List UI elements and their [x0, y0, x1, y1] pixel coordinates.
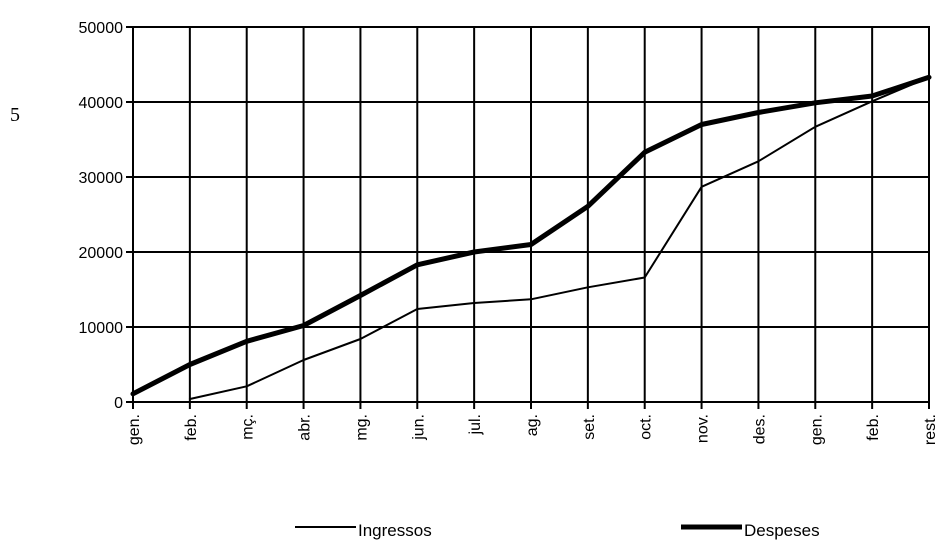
x-tick-label: des. [751, 414, 768, 444]
x-tick-label: gen. [808, 414, 825, 445]
y-tick-label: 50000 [79, 20, 124, 37]
legend-item-ingressos: Ingressos [295, 521, 432, 540]
x-tick-label: set. [581, 414, 598, 440]
x-tick-label: feb. [183, 414, 200, 441]
x-tick-label: mç. [240, 414, 257, 440]
legend-item-despeses: Despeses [681, 521, 820, 540]
x-tick-label: nov. [695, 414, 712, 443]
x-tick-label: mg. [353, 414, 370, 441]
y-tick-label: 20000 [79, 245, 124, 262]
y-tick-label: 10000 [79, 320, 124, 337]
y-tick-label: 0 [114, 395, 123, 412]
y-tick-label: 40000 [79, 95, 124, 112]
x-tick-label: oct. [638, 414, 655, 440]
chart-grid [132, 26, 930, 403]
x-tick-label: feb. [865, 414, 882, 441]
side-number: 5 [10, 104, 20, 126]
y-tick-label: 30000 [79, 170, 124, 187]
x-tick-label: rest. [922, 414, 936, 445]
legend: Ingressos Despeses [295, 521, 820, 540]
x-tick-label: jul. [467, 414, 484, 435]
x-tick-label: abr. [297, 414, 314, 441]
x-tick-label: gen. [126, 414, 143, 445]
x-axis-ticks: gen. feb. mç. abr. mg. jun. jul. ag. set. oct. nov… [126, 402, 936, 445]
x-tick-label: jun. [410, 414, 427, 441]
legend-label: Despeses [744, 521, 820, 540]
series-line-despeses [130, 74, 932, 397]
series-line-ingressos [188, 76, 930, 400]
series-lines [130, 74, 932, 400]
y-axis-ticks: 0 10000 20000 30000 40000 50000 [79, 20, 133, 412]
x-tick-label: ag. [524, 414, 541, 436]
legend-label: Ingressos [358, 521, 432, 540]
